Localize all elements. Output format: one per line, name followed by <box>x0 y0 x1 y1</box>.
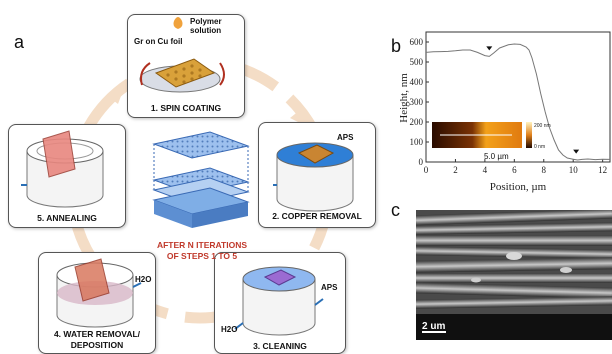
afm-inset <box>432 122 532 148</box>
y-tick-label: 0 <box>419 157 424 167</box>
beaker-aps-icon <box>273 142 354 212</box>
x-tick-label: 12 <box>598 165 607 175</box>
profile-marker <box>486 46 493 51</box>
step-3-card: APS H2O 3. CLEANING <box>214 252 346 354</box>
step-4-card: H2O 4. WATER REMOVAL/ DEPOSITION <box>38 252 156 354</box>
x-tick-label: 10 <box>569 165 579 175</box>
polymer-label: Polymer <box>190 17 222 26</box>
step-2-label: 2. COPPER REMOVAL <box>272 211 362 221</box>
y-tick-label: 200 <box>410 117 424 127</box>
x-tick-label: 6 <box>512 165 517 175</box>
gr-on-cu-label: Gr on Cu foil <box>134 37 183 46</box>
y-tick-label: 600 <box>410 37 424 47</box>
x-tick-label: 2 <box>453 165 458 175</box>
beaker-cleaning-icon <box>234 266 324 336</box>
beaker-annealing-icon <box>21 130 104 208</box>
h2o-out-label: H2O <box>135 275 152 284</box>
panel-a: a Polymer solution Gr on Cu foil 1. SPIN… <box>8 14 376 354</box>
height-profile-chart: 0 100 200 300 400 500 600 0 2 4 6 8 10 12 Height, nm… <box>398 31 611 193</box>
x-axis-label: Position, µm <box>490 181 547 193</box>
aps-label-top: APS <box>337 133 354 142</box>
step-4-label: 4. WATER REMOVAL/ <box>53 329 141 339</box>
x-tick-label: 4 <box>483 165 488 175</box>
panel-c-letter: c <box>391 200 400 220</box>
panel-b-letter: b <box>391 36 402 56</box>
beaker-water-icon <box>56 258 142 328</box>
y-tick-label: 300 <box>410 97 424 107</box>
sem-image <box>416 210 612 340</box>
x-tick-label: 0 <box>424 165 429 175</box>
step-1-label: 1. SPIN COATING <box>150 103 222 113</box>
inset-scale-label: 5.0 µm <box>484 152 509 161</box>
step-5-card: 5. ANNEALING <box>8 124 126 228</box>
iterations-text-line2: OF STEPS 1 TO 5 <box>166 251 238 261</box>
step-5-label: 5. ANNEALING <box>37 213 97 223</box>
step-1-card: Polymer solution Gr on Cu foil 1. SPIN C… <box>127 14 245 118</box>
solution-label: solution <box>190 26 222 35</box>
step-3-label: 3. CLEANING <box>253 341 307 351</box>
panel-a-letter: a <box>14 32 25 52</box>
series-line <box>425 43 611 161</box>
inset-colorbar-top: 200 nm <box>534 123 551 129</box>
step-2-card: APS 2. COPPER REMOVAL <box>258 122 376 228</box>
y-tick-label: 400 <box>410 77 424 87</box>
iterations-text-line1: AFTER N ITERATIONS <box>156 240 248 250</box>
stacked-graphene-layers <box>152 131 250 228</box>
aps-label-cleaning: APS <box>321 283 338 292</box>
profile-marker <box>573 149 580 154</box>
y-tick-label: 100 <box>410 137 424 147</box>
sem-scale-bar-label: 2 um <box>422 321 446 332</box>
y-tick-label: 500 <box>410 57 424 67</box>
y-axis-label: Height, nm <box>398 73 410 123</box>
step-4-label-line2: DEPOSITION <box>70 340 124 350</box>
spin-coater-icon <box>139 17 225 93</box>
inset-colorbar-bottom: 0 nm <box>534 144 545 150</box>
x-tick-label: 8 <box>542 165 547 175</box>
h2o-in-label: H2O <box>221 325 238 334</box>
